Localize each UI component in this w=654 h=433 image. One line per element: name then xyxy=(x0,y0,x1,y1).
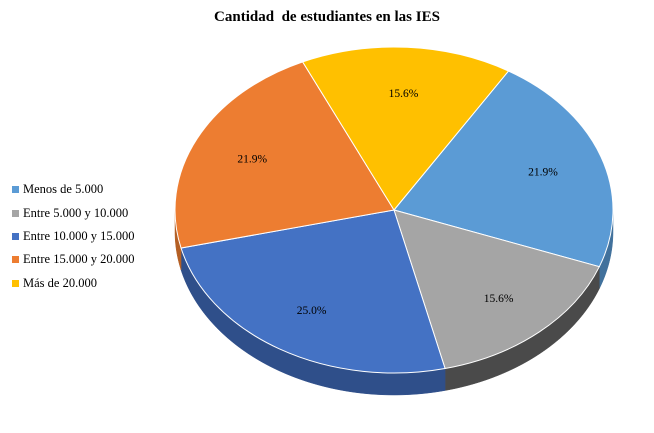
pie-slice xyxy=(174,61,395,249)
data-label: 25.0% xyxy=(297,305,327,317)
data-label: 15.6% xyxy=(389,88,419,100)
legend-swatch xyxy=(12,209,19,217)
data-label: 15.6% xyxy=(484,293,514,305)
pie-slice xyxy=(393,209,601,370)
legend-swatch xyxy=(12,256,19,264)
legend: Menos de 5.000 Entre 5.000 y 10.000 Entr… xyxy=(12,178,134,295)
pie-slice xyxy=(393,70,614,268)
pie-slice xyxy=(180,209,446,374)
legend-item-menos-5000: Menos de 5.000 xyxy=(12,178,134,201)
chart-title: Cantidad de estudiantes en las IES xyxy=(214,9,440,25)
legend-swatch xyxy=(12,232,19,240)
legend-label: Más de 20.000 xyxy=(23,275,97,290)
pie-slice xyxy=(301,46,510,211)
legend-swatch xyxy=(12,279,19,287)
legend-label: Entre 5.000 y 10.000 xyxy=(23,205,129,220)
legend-swatch xyxy=(12,186,19,194)
data-label: 21.9% xyxy=(237,154,267,166)
legend-item-15000-20000: Entre 15.000 y 20.000 xyxy=(12,248,134,271)
legend-item-mas-20000: Más de 20.000 xyxy=(12,272,134,295)
legend-label: Entre 10.000 y 15.000 xyxy=(23,228,135,243)
legend-item-10000-15000: Entre 10.000 y 15.000 xyxy=(12,225,134,248)
legend-label: Menos de 5.000 xyxy=(23,182,104,197)
legend-item-5000-10000: Entre 5.000 y 10.000 xyxy=(12,201,134,224)
legend-label: Entre 15.000 y 20.000 xyxy=(23,252,135,267)
data-label: 21.9% xyxy=(528,167,558,179)
